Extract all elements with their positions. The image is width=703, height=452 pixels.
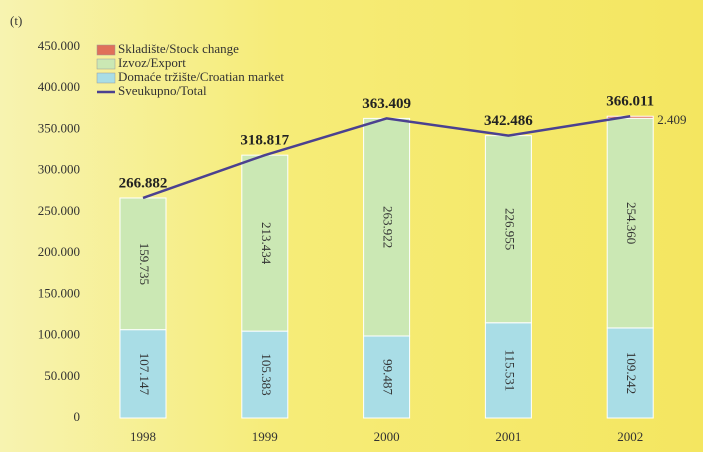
x-tick-label: 2000 (374, 429, 400, 444)
x-tick-label: 2002 (617, 429, 643, 444)
legend-swatch (96, 72, 116, 84)
bar-segment (484, 322, 532, 419)
value-label: 213.434 (259, 222, 274, 265)
bar-segment (119, 197, 167, 331)
y-tick-label: 300.000 (38, 162, 80, 177)
legend-swatch (96, 58, 116, 70)
x-tick-label: 1998 (130, 429, 156, 444)
x-tick-label: 1999 (252, 429, 278, 444)
bar-segment (484, 135, 532, 324)
value-label: 107.147 (137, 353, 152, 396)
value-label: 115.531 (502, 349, 517, 391)
y-tick-label: 200.000 (38, 244, 80, 259)
y-tick-label: 0 (74, 409, 81, 424)
value-label: 226.955 (502, 208, 517, 250)
y-tick-label: 100.000 (38, 327, 80, 342)
bar-segment (606, 327, 654, 419)
bar-segment (606, 117, 654, 329)
value-label: 254.360 (624, 202, 639, 244)
legend-label: Domaće tržište/Croatian market (118, 69, 284, 84)
bar-segment (363, 117, 411, 337)
total-label: 342.486 (484, 113, 533, 129)
value-label: 2.409 (657, 112, 686, 127)
legend-label: Sveukupno/Total (118, 83, 207, 98)
y-tick-label: 150.000 (38, 285, 80, 300)
legend-label: Skladište/Stock change (118, 41, 239, 56)
y-tick-label: 350.000 (38, 120, 80, 135)
total-label: 318.817 (240, 133, 289, 149)
y-tick-label: 50.000 (44, 368, 80, 383)
legend-label: Izvoz/Export (118, 55, 186, 70)
y-tick-label: 450.000 (38, 38, 80, 53)
y-tick-label: 250.000 (38, 203, 80, 218)
value-label: 159.735 (137, 243, 152, 285)
value-label: 263.922 (381, 206, 396, 248)
y-tick-label: 400.000 (38, 79, 80, 94)
total-label: 266.882 (119, 175, 168, 191)
y-unit: (t) (10, 13, 22, 28)
bar-segment (241, 330, 289, 419)
total-label: 366.011 (606, 94, 654, 110)
total-line (142, 115, 631, 200)
bar-segment (119, 329, 167, 419)
total-label: 363.409 (362, 96, 411, 112)
legend-swatch (96, 44, 116, 56)
value-label: 109.242 (624, 352, 639, 394)
bar-segment (241, 154, 289, 332)
x-tick-label: 2001 (495, 429, 521, 444)
value-label: 105.383 (259, 353, 274, 395)
value-label: 99.487 (381, 359, 396, 395)
